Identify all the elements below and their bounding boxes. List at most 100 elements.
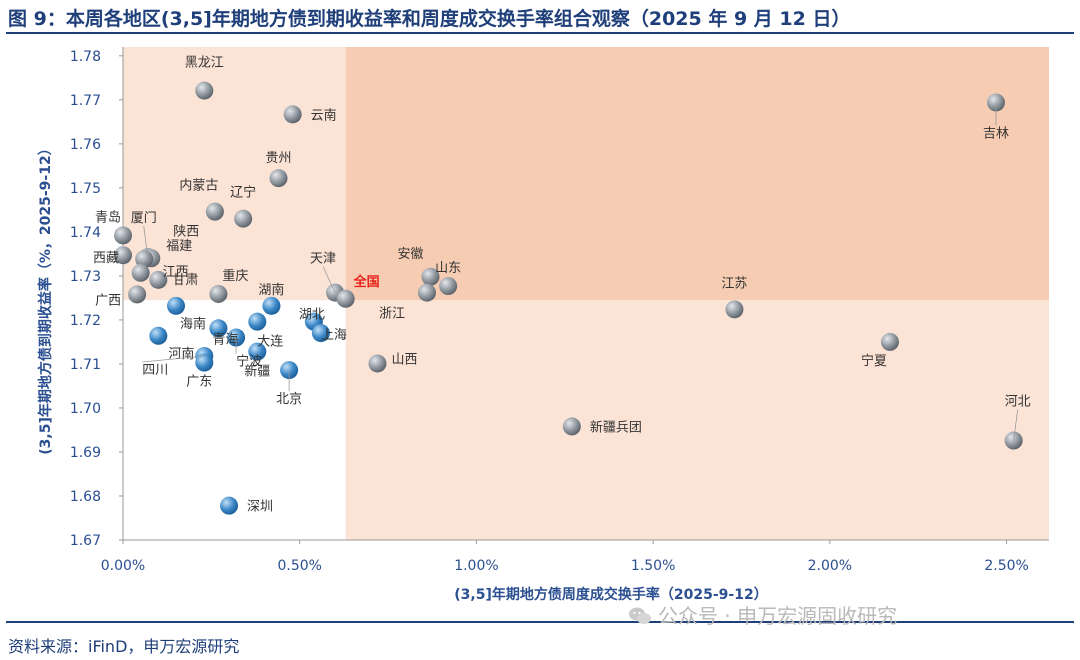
point-label: 四川 — [142, 363, 168, 378]
x-tick-label: 2.00% — [808, 558, 852, 574]
wechat-icon — [629, 607, 651, 624]
source-note: 资料来源：iFinD，申万宏源研究 — [8, 637, 240, 656]
axis-titles: (3,5]年期地方债周度成交换手率（2025-9-12） (3,5]年期地方债到… — [37, 141, 768, 603]
point-label: 湖北 — [299, 308, 325, 323]
y-tick-label: 1.67 — [70, 533, 101, 549]
data-point — [149, 326, 168, 345]
title-rule — [6, 32, 1074, 34]
y-axis-title: (3,5]年期地方债到期收益率（%，2025-9-12） — [37, 141, 54, 454]
data-point — [269, 169, 288, 188]
point-label: 厦门 — [131, 211, 157, 226]
data-point — [311, 324, 330, 343]
x-tick-label: 2.50% — [984, 558, 1028, 574]
data-point — [195, 81, 214, 100]
point-label: 西藏 — [93, 251, 119, 266]
axes: 1.67 1.68 1.69 1.70 1.71 1.72 1.73 1.74 1.75 1.76… — [70, 47, 1049, 574]
data-point — [439, 277, 458, 296]
data-point — [262, 296, 281, 315]
data-point — [725, 300, 744, 319]
x-tick-label: 0.00% — [101, 558, 145, 574]
y-tick-label: 1.71 — [70, 357, 101, 373]
data-point — [336, 289, 355, 308]
point-label: 全国 — [353, 274, 380, 290]
point-label: 大连 — [257, 334, 283, 350]
footer-rule — [6, 621, 1074, 623]
point-label: 安徽 — [397, 247, 423, 262]
point-label: 湖南 — [258, 282, 284, 298]
data-point — [234, 209, 253, 228]
quadrant-backgrounds — [123, 47, 1049, 540]
quadrant-bottom-right — [345, 300, 1049, 540]
point-label: 山东 — [435, 261, 461, 276]
data-point — [114, 246, 132, 265]
y-tick-label: 1.70 — [70, 401, 101, 417]
y-tick-label: 1.74 — [70, 225, 101, 241]
data-point — [417, 283, 436, 302]
point-label: 辽宁 — [230, 185, 256, 201]
y-tick-label: 1.73 — [70, 269, 101, 285]
data-point — [248, 342, 267, 361]
point-label: 宁波 — [236, 354, 262, 370]
point-label: 贵州 — [266, 151, 292, 166]
point-label: 河北 — [1005, 395, 1031, 410]
point-label: 新疆 — [244, 364, 270, 380]
y-tick-label: 1.75 — [70, 181, 101, 197]
point-label: 甘肃 — [172, 273, 198, 288]
point-label: 山西 — [391, 352, 417, 367]
data-point — [205, 202, 224, 221]
data-point — [149, 270, 168, 289]
data-point — [220, 496, 239, 515]
data-point — [283, 105, 302, 124]
quadrant-top-right — [345, 47, 1049, 301]
leader-line — [142, 355, 205, 363]
leader-line — [143, 225, 149, 258]
data-point — [562, 417, 581, 436]
point-label: 陕西 — [173, 224, 199, 239]
point-label: 福建 — [166, 239, 192, 254]
point-label: 吉林 — [983, 126, 1009, 141]
point-label: 黑龙江 — [185, 56, 224, 71]
y-tick-label: 1.78 — [70, 49, 101, 65]
y-tick-label: 1.76 — [70, 137, 101, 153]
point-label: 江西 — [163, 265, 189, 280]
point-label: 青海 — [212, 332, 238, 347]
x-tick-label: 1.50% — [631, 558, 675, 574]
leader-line — [1013, 409, 1019, 441]
y-tick-label: 1.77 — [70, 93, 101, 109]
point-label: 内蒙古 — [179, 178, 218, 194]
data-point — [128, 285, 147, 304]
point-label: 云南 — [311, 107, 337, 123]
point-label: 青岛 — [95, 209, 121, 225]
data-point — [209, 284, 228, 303]
leader-line — [322, 266, 336, 293]
y-tick-label: 1.69 — [70, 445, 101, 461]
data-point — [880, 332, 899, 351]
point-label: 广西 — [95, 293, 121, 308]
watermark-text: 公众号 · 申万宏源固收研究 — [658, 604, 898, 628]
data-point — [368, 354, 387, 373]
point-label: 深圳 — [247, 500, 273, 515]
point-label: 重庆 — [222, 268, 248, 284]
y-tick-label: 1.68 — [70, 489, 101, 505]
x-tick-label: 1.00% — [454, 558, 498, 574]
point-label: 广东 — [186, 375, 212, 390]
point-label: 宁夏 — [861, 353, 887, 369]
point-label: 海南 — [180, 316, 206, 332]
data-point — [421, 267, 440, 286]
figure-title: 图 9：本周各地区(3,5]年期地方债到期收益率和周度成交换手率组合观察（202… — [8, 8, 851, 30]
point-label: 北京 — [276, 392, 302, 407]
data-point — [114, 226, 132, 245]
data-point — [209, 319, 228, 338]
data-point — [131, 263, 150, 282]
x-tick-label: 0.50% — [277, 558, 321, 574]
data-point — [167, 296, 186, 315]
point-label: 上海 — [321, 328, 347, 343]
point-label: 新疆兵团 — [590, 419, 642, 435]
watermark: 公众号 · 申万宏源固收研究 — [628, 600, 897, 629]
data-point — [248, 312, 267, 331]
x-axis-title: (3,5]年期地方债周度成交换手率（2025-9-12） — [454, 586, 767, 603]
data-point — [195, 353, 214, 372]
data-point — [135, 250, 154, 269]
